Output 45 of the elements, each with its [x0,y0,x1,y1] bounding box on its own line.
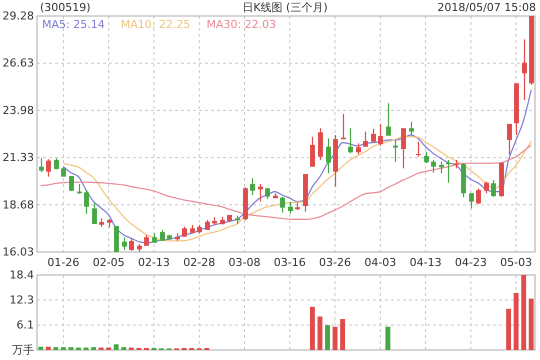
text: 2018/05/07 15:08 [437,1,536,14]
bar [506,308,512,350]
x-tick-label: 03-16 [274,256,306,269]
bar [53,347,58,350]
x-tick-label: 05-03 [500,256,532,269]
bar [332,326,338,350]
bar [528,298,534,350]
bar [521,275,526,350]
bar [91,347,96,350]
bar [68,347,74,350]
bar [38,346,44,350]
x-tick-label: 01-26 [47,256,80,269]
text: MA5: 25.14 [42,18,105,31]
bar [514,292,519,350]
x-tick-label: 03-26 [319,256,352,269]
line-series [40,144,532,220]
y-tick-label: 16.03 [2,246,34,259]
bar [318,316,322,350]
bar [310,306,315,350]
x-tick-label: 02-13 [138,256,170,269]
bar [46,346,51,350]
y-tick-label: 26.63 [2,56,34,70]
y-tick-label: 万手 [12,344,34,357]
x-tick-label: 04-13 [410,256,442,269]
x-tick-label: 04-23 [454,256,487,269]
text: MA30: 22.03 [206,18,276,31]
x-tick-label: 02-28 [183,256,216,269]
y-tick-label: 21.33 [2,151,34,164]
chart-title: 日K线图 (三个月) [242,1,328,14]
bar [60,347,66,350]
y-tick-label: 23.98 [2,104,34,117]
x-tick-label: 03-08 [228,256,260,269]
y-tick-label: 12.3 [10,293,34,306]
bar [340,319,346,350]
y-tick-label: 29.28 [2,10,34,23]
text: (300519) [40,1,91,14]
x-tick-label: 02-05 [92,256,125,269]
y-tick-label: 6.1 [16,318,34,332]
y-tick-label: 18.4 [10,268,34,282]
text: MA10: 22.25 [120,18,190,31]
bar [325,325,330,350]
x-tick-label: 04-03 [364,256,396,269]
bar [385,326,390,350]
y-tick-label: 18.68 [2,198,34,212]
bar [121,347,126,350]
